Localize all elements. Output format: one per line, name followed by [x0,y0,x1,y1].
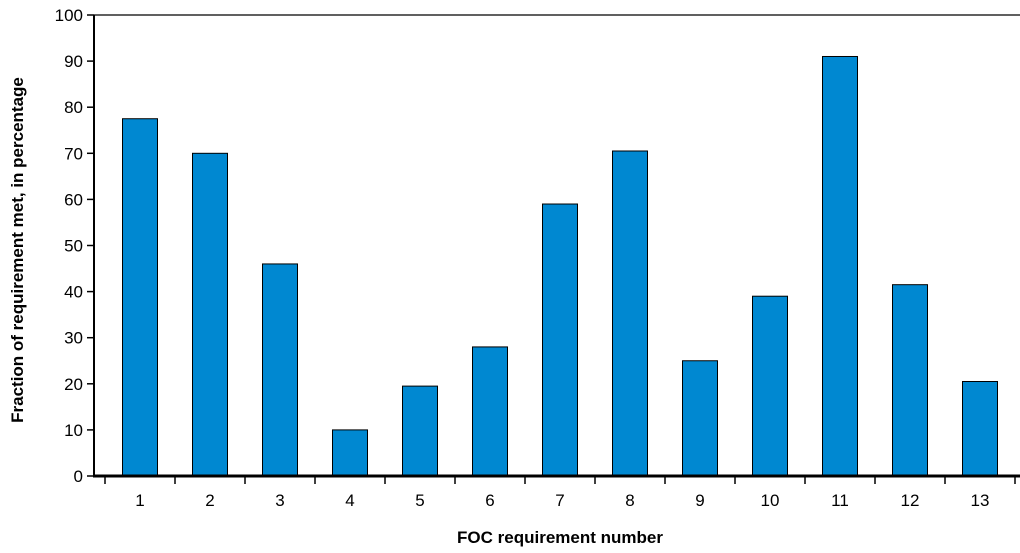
y-tick-label: 70 [64,144,83,163]
y-tick-label: 20 [64,375,83,394]
bar-5 [402,385,438,477]
bar-11 [822,55,858,477]
x-tick-label: 10 [761,491,780,510]
bars-group [122,55,998,477]
y-axis-title: Fraction of requirement met, in percenta… [8,77,27,423]
y-tick-label: 100 [55,6,83,25]
bar-7 [542,203,578,477]
x-axis-title: FOC requirement number [457,528,663,547]
x-tick-label: 5 [415,491,424,510]
x-tick-label: 13 [971,491,990,510]
y-axis-ticks: 0 10 20 30 40 50 60 70 80 90 100 [55,6,94,486]
x-tick-label: 4 [345,491,354,510]
bar-10 [752,295,788,477]
y-tick-label: 50 [64,237,83,256]
y-tick-label: 90 [64,52,83,71]
bar-12 [892,284,928,477]
y-tick-label: 40 [64,283,83,302]
bar-1 [122,118,158,477]
x-tick-label: 12 [901,491,920,510]
x-tick-label: 2 [205,491,214,510]
x-tick-label: 11 [831,491,849,510]
bar-9 [682,360,718,477]
y-tick-label: 60 [64,190,83,209]
y-tick-label: 10 [64,421,83,440]
x-tick-label: 8 [625,491,634,510]
y-tick-label: 80 [64,98,83,117]
x-tick-label: 9 [695,491,704,510]
x-axis-ticks: 1 2 3 4 5 6 7 8 9 10 11 12 13 [104,476,1016,510]
bar-2 [192,152,228,477]
bar-8 [612,150,648,477]
x-tick-label: 3 [275,491,284,510]
x-tick-label: 6 [485,491,494,510]
x-tick-label: 1 [135,491,144,510]
bar-13 [962,380,998,477]
y-tick-label: 0 [74,467,83,486]
bar-6 [472,346,508,477]
bar-4 [332,429,368,477]
bar-3 [262,263,298,477]
y-tick-label: 30 [64,329,83,348]
x-tick-label: 7 [555,491,564,510]
